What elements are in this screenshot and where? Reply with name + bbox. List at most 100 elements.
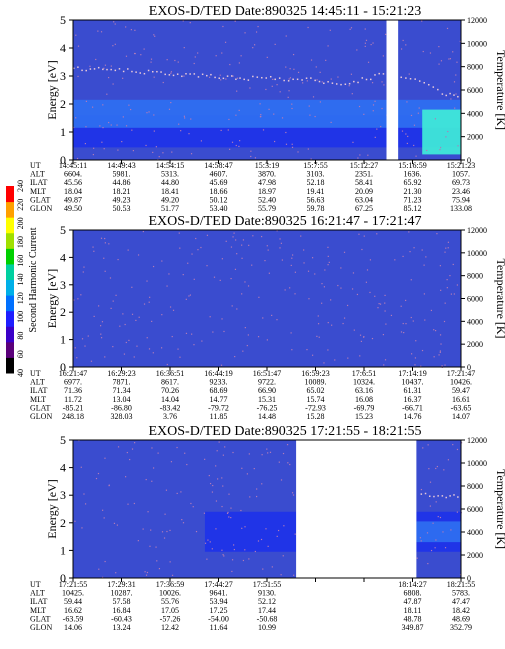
ephemeris-value: -50.68 xyxy=(257,614,278,623)
noise-point xyxy=(241,467,243,469)
noise-point xyxy=(154,35,156,37)
ephemeris-value: 18.42 xyxy=(452,606,470,615)
temperature-point xyxy=(287,80,290,82)
ephemeris-value: 57.58 xyxy=(113,597,131,606)
temperature-point xyxy=(127,68,129,70)
colorbar: 40 60 80 100 120 140 160 180 200 220 240 Second Har… xyxy=(6,180,39,377)
temperature-point xyxy=(323,82,325,85)
noise-point xyxy=(369,291,371,294)
noise-point xyxy=(252,235,254,237)
ephemeris-value: 15:21:23 xyxy=(447,161,475,170)
noise-point xyxy=(115,294,117,296)
y-right-tick-label: 0 xyxy=(467,574,471,583)
ephemeris-row-label: ALT xyxy=(30,170,45,179)
temperature-point xyxy=(414,78,416,80)
ephemeris-value: 17:6:51 xyxy=(352,369,376,378)
y-tick-label: 1 xyxy=(60,543,66,557)
noise-point xyxy=(93,147,95,149)
noise-point xyxy=(274,140,276,143)
noise-point xyxy=(370,43,372,46)
noise-point xyxy=(134,29,136,31)
noise-point xyxy=(337,284,339,287)
noise-point xyxy=(321,283,323,285)
temperature-point xyxy=(382,73,385,75)
noise-point xyxy=(104,242,106,244)
temperature-point xyxy=(218,77,220,79)
noise-point xyxy=(430,309,433,312)
noise-point xyxy=(178,123,180,125)
ephemeris-value: 16:36:51 xyxy=(156,369,184,378)
ephemeris-value: 5313. xyxy=(161,170,179,179)
colorbar-tick-label: 200 xyxy=(16,217,25,229)
noise-point xyxy=(130,29,132,31)
ephemeris-value: 55.79 xyxy=(258,204,276,213)
noise-point xyxy=(135,319,137,322)
noise-point xyxy=(230,246,233,248)
noise-point xyxy=(236,308,238,310)
noise-point xyxy=(99,325,102,327)
noise-point xyxy=(195,237,197,240)
noise-point xyxy=(438,46,440,48)
noise-point xyxy=(103,148,105,150)
noise-point xyxy=(208,474,210,477)
noise-point xyxy=(448,58,450,60)
noise-point xyxy=(384,302,386,304)
noise-point xyxy=(142,230,144,233)
noise-point xyxy=(455,93,457,95)
ephemeris-value: 65.02 xyxy=(307,386,325,395)
temperature-point xyxy=(89,68,92,70)
noise-point xyxy=(216,450,218,452)
noise-point xyxy=(282,555,284,557)
noise-point xyxy=(116,124,118,126)
noise-point xyxy=(279,247,281,249)
noise-point xyxy=(145,574,148,576)
noise-point xyxy=(351,93,353,95)
noise-point xyxy=(413,144,415,147)
noise-point xyxy=(171,151,173,153)
ephemeris-value: -83.42 xyxy=(160,403,181,412)
noise-point xyxy=(459,40,461,43)
temperature-point xyxy=(226,75,229,77)
noise-point xyxy=(310,158,312,160)
energy-band xyxy=(416,521,461,543)
ephemeris-value: 20.09 xyxy=(355,187,373,196)
colorbar-swatch xyxy=(6,263,14,280)
ephemeris-value: 6604. xyxy=(64,170,82,179)
temperature-point xyxy=(453,94,455,96)
noise-point xyxy=(428,468,430,470)
ephemeris-value: 14.76 xyxy=(404,412,422,421)
noise-point xyxy=(148,111,150,113)
ephemeris-value: 85.12 xyxy=(404,204,422,213)
temperature-point xyxy=(172,74,175,77)
noise-point xyxy=(234,268,237,270)
ephemeris-value: 10089. xyxy=(305,378,327,387)
noise-point xyxy=(442,531,444,533)
noise-point xyxy=(123,353,126,355)
noise-point xyxy=(100,237,103,239)
noise-point xyxy=(188,295,190,297)
temperature-point xyxy=(110,68,112,71)
colorbar-tick-label: 140 xyxy=(16,274,25,286)
noise-point xyxy=(144,571,146,573)
y-right-tick-label: 10000 xyxy=(467,249,487,258)
noise-point xyxy=(267,452,269,454)
y-right-tick-label: 0 xyxy=(467,156,471,165)
temperature-point xyxy=(252,75,254,78)
ephemeris-value: 1057. xyxy=(452,170,470,179)
noise-point xyxy=(249,496,251,498)
noise-point xyxy=(171,335,173,338)
noise-point xyxy=(95,477,98,480)
noise-point xyxy=(440,289,442,291)
noise-point xyxy=(367,61,370,63)
ephemeris-value: 58.41 xyxy=(355,178,373,187)
noise-point xyxy=(229,63,231,66)
noise-point xyxy=(400,48,403,50)
noise-point xyxy=(405,133,407,135)
noise-point xyxy=(230,507,232,509)
noise-point xyxy=(405,44,407,46)
noise-point xyxy=(179,356,181,358)
noise-point xyxy=(104,237,106,240)
temperature-point xyxy=(135,71,137,73)
noise-point xyxy=(222,554,224,556)
noise-point xyxy=(142,528,144,530)
